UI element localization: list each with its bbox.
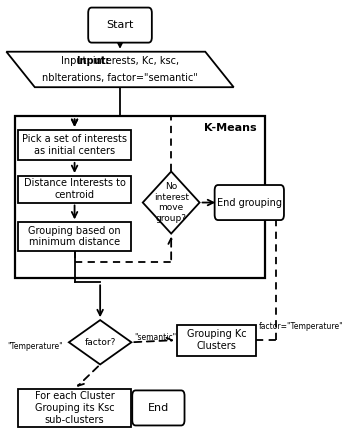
Text: K-Means: K-Means — [204, 123, 256, 133]
Text: "semantic": "semantic" — [134, 333, 176, 342]
Bar — [18, 389, 131, 427]
Bar — [177, 324, 256, 356]
Text: nbIterations, factor="semantic": nbIterations, factor="semantic" — [42, 73, 198, 83]
Text: End: End — [148, 403, 169, 413]
Bar — [15, 116, 265, 278]
Bar — [18, 176, 131, 202]
Text: Grouping based on
minimum distance: Grouping based on minimum distance — [28, 226, 121, 247]
Polygon shape — [6, 52, 234, 87]
Text: factor?: factor? — [84, 338, 116, 347]
Text: For each Cluster
Grouping its Ksc
sub-clusters: For each Cluster Grouping its Ksc sub-cl… — [35, 391, 115, 425]
FancyBboxPatch shape — [132, 390, 184, 425]
Text: Start: Start — [106, 20, 134, 30]
Polygon shape — [143, 171, 200, 234]
Text: Input: interests, Kc, ksc,: Input: interests, Kc, ksc, — [61, 57, 179, 66]
Bar — [18, 130, 131, 160]
Text: No
interest
move
group?: No interest move group? — [154, 182, 189, 222]
Text: factor="Temperature": factor="Temperature" — [259, 322, 344, 331]
Bar — [18, 222, 131, 251]
Text: Grouping Kc
Clusters: Grouping Kc Clusters — [187, 329, 246, 351]
Text: Distance Interests to
centroid: Distance Interests to centroid — [24, 178, 126, 200]
Polygon shape — [69, 320, 131, 364]
Text: Pick a set of interests
as initial centers: Pick a set of interests as initial cente… — [22, 134, 127, 156]
Text: "Temperature": "Temperature" — [8, 342, 63, 351]
FancyBboxPatch shape — [215, 185, 284, 220]
Text: End grouping: End grouping — [217, 198, 282, 207]
FancyBboxPatch shape — [88, 8, 152, 43]
Text: Input:: Input: — [76, 57, 109, 66]
